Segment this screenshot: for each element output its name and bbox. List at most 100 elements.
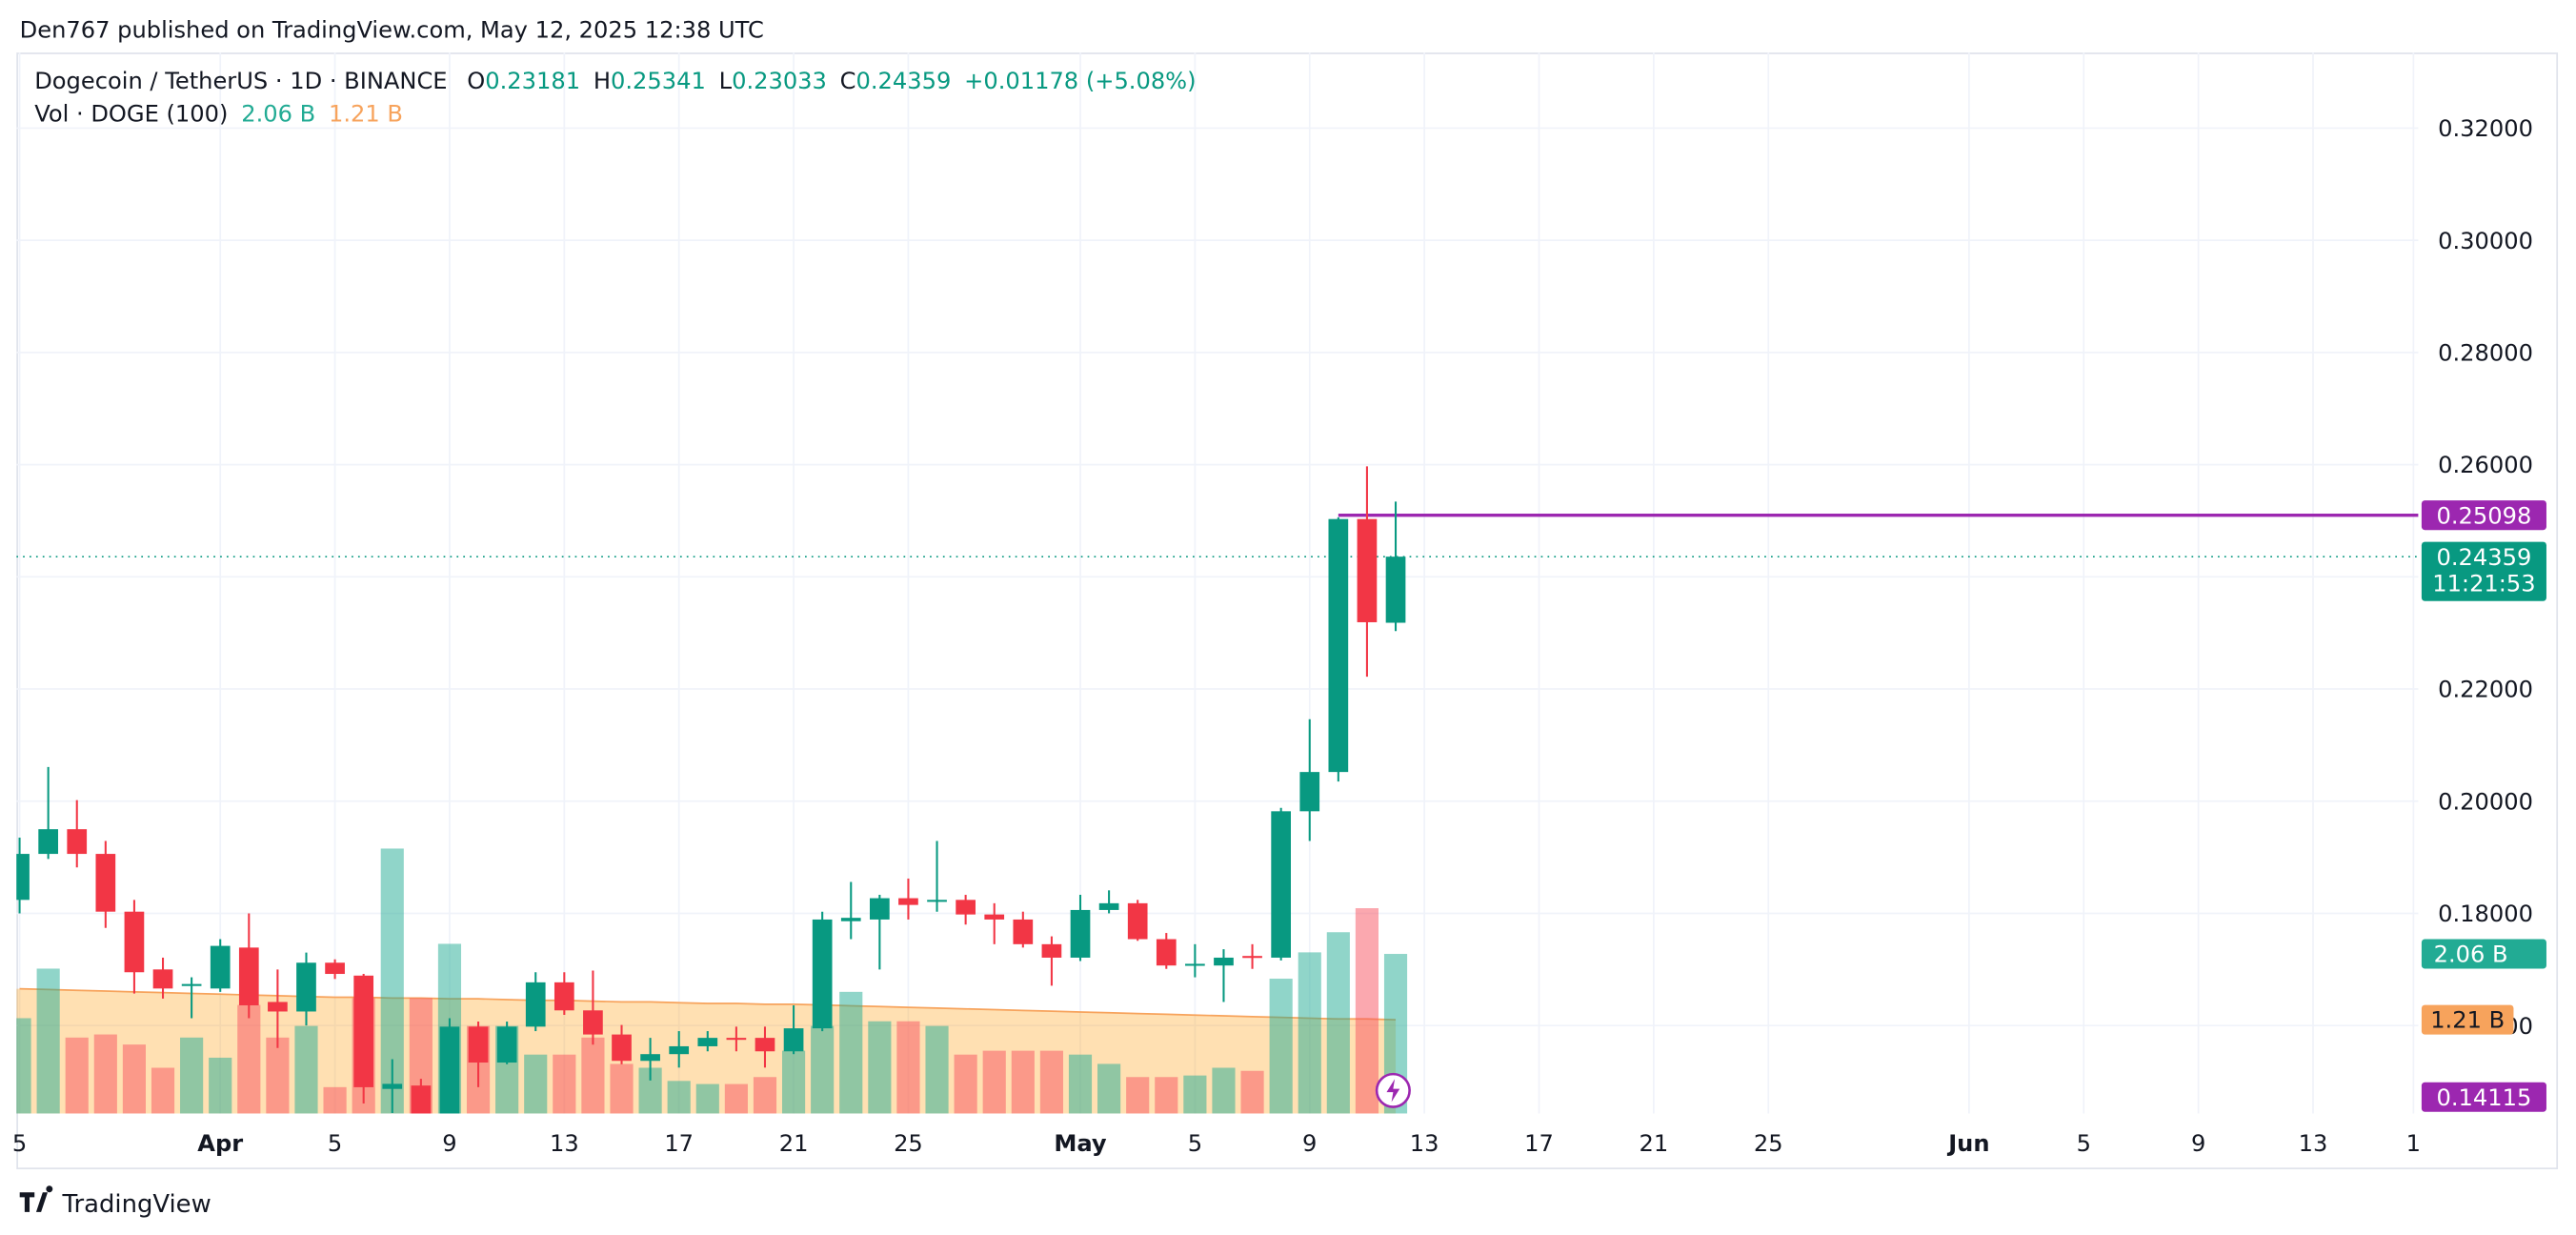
y-tick-label: 0.22000 (2438, 677, 2533, 703)
volume-bar (1039, 1050, 1063, 1114)
candle-body (640, 1054, 660, 1062)
volume-bar (925, 1025, 949, 1114)
candle-body (1041, 943, 1062, 958)
legend-ohlc-letter: H (594, 68, 611, 94)
volume-bar (982, 1050, 1006, 1114)
y-tick-label: 0.30000 (2438, 228, 2533, 254)
candle-body (95, 854, 116, 912)
last-price-label: 0.24359 (2437, 544, 2532, 571)
candle-body (1070, 909, 1091, 958)
candle-body (927, 900, 947, 902)
volume-bar (753, 1077, 777, 1114)
x-tick-label: 9 (2191, 1130, 2205, 1157)
candle-body (525, 982, 546, 1027)
volume-label-box (2421, 939, 2546, 969)
candle-body (382, 1083, 403, 1089)
x-tick-label: 5 (328, 1130, 342, 1157)
legend-change: +0.01178 (+5.08%) (964, 68, 1196, 94)
volume-bar (524, 1054, 548, 1114)
x-tick-label: 17 (664, 1130, 694, 1157)
x-tick-label: 21 (1640, 1130, 1669, 1157)
volume-bar (896, 1021, 920, 1114)
volume-bar (553, 1054, 576, 1114)
brand-name: TradingView (62, 1190, 211, 1219)
candle-body (67, 829, 88, 855)
volume-bar (16, 1018, 31, 1114)
grid (16, 52, 2419, 1114)
candle-body (210, 945, 231, 989)
candle-body (268, 1002, 288, 1012)
low-marker-box (2421, 1082, 2546, 1112)
x-tick-label: 5 (2077, 1130, 2091, 1157)
candle-body (1156, 939, 1177, 966)
volume-bar (1155, 1077, 1178, 1114)
candle-body (38, 829, 58, 855)
legend-volume-ma: 1.21 B (329, 101, 403, 128)
volume-label: 2.06 B (2434, 941, 2508, 968)
low-marker-label: 0.14115 (2437, 1084, 2532, 1111)
volume-bar (1068, 1054, 1093, 1114)
candle-body (325, 962, 345, 975)
x-tick-label: 13 (2299, 1130, 2328, 1157)
candle-body (16, 854, 30, 901)
candle-body (468, 1026, 489, 1063)
y-tick-label: 0.32000 (2438, 115, 2533, 142)
candle-body (898, 898, 918, 905)
logo-icon (19, 1185, 53, 1212)
legend-ohlc-value: 0.24359 (856, 68, 952, 94)
x-tick-label: 25 (1754, 1130, 1783, 1157)
volume-bar (811, 1025, 835, 1114)
x-tick-label: 5 (1188, 1130, 1202, 1157)
candle-body (1385, 557, 1406, 623)
volume-bar (294, 1025, 318, 1114)
x-tick-label: 9 (1302, 1130, 1317, 1157)
volume-bar (266, 1037, 290, 1114)
volume-ma-label-box (2421, 1004, 2514, 1035)
x-tick-label: 21 (779, 1130, 809, 1157)
volume-bar (581, 1037, 605, 1114)
x-tick-label: 13 (550, 1130, 579, 1157)
candle-body (238, 947, 259, 1005)
volume-bar (1240, 1070, 1264, 1114)
x-tick-label: May (1054, 1130, 1107, 1157)
candle-body (1357, 518, 1378, 622)
legend-ohlc-letter: O (467, 68, 485, 94)
legend-volume-value: 2.06 B (241, 101, 315, 128)
volume-bar (868, 1021, 892, 1114)
x-tick-label: 25 (894, 1130, 923, 1157)
alert-bolt (1386, 1079, 1400, 1103)
candle-body (583, 1010, 603, 1035)
volume-bar (1269, 979, 1293, 1114)
candle-body (783, 1028, 804, 1052)
volume-bar (695, 1083, 719, 1114)
volume-bar (610, 1063, 634, 1114)
legend-ohlc-value: 0.23033 (732, 68, 827, 94)
candle-body (553, 982, 574, 1011)
legend-ohlc-letter: C (840, 68, 856, 94)
volume-bar (1097, 1063, 1121, 1114)
candle-body (726, 1038, 747, 1041)
candle-body (1098, 902, 1119, 910)
candle-body (411, 1085, 432, 1114)
volume-bar (724, 1083, 748, 1114)
volume-bar (954, 1054, 977, 1114)
candle-body (1127, 902, 1148, 940)
published-note: Den767 published on TradingView.com, May… (20, 17, 764, 44)
x-tick-label: Jun (1946, 1130, 1989, 1157)
volume-bar (180, 1037, 204, 1114)
volume-bar (209, 1057, 232, 1114)
candle-body (1185, 963, 1205, 966)
volume-bar (151, 1067, 175, 1114)
candle-body (1013, 919, 1034, 944)
legend-ohlc-value: 0.25341 (611, 68, 706, 94)
volume-bar (1183, 1075, 1207, 1114)
volume-bar (1355, 908, 1379, 1114)
volume-bar (93, 1034, 117, 1114)
candle-body (755, 1038, 775, 1052)
brand-logo: TradingView (19, 1185, 211, 1219)
candle-body (956, 900, 976, 915)
candle-body (669, 1045, 690, 1055)
frame (16, 52, 2559, 1170)
volume-bar (1126, 1077, 1150, 1114)
volume-bar (1212, 1067, 1236, 1114)
